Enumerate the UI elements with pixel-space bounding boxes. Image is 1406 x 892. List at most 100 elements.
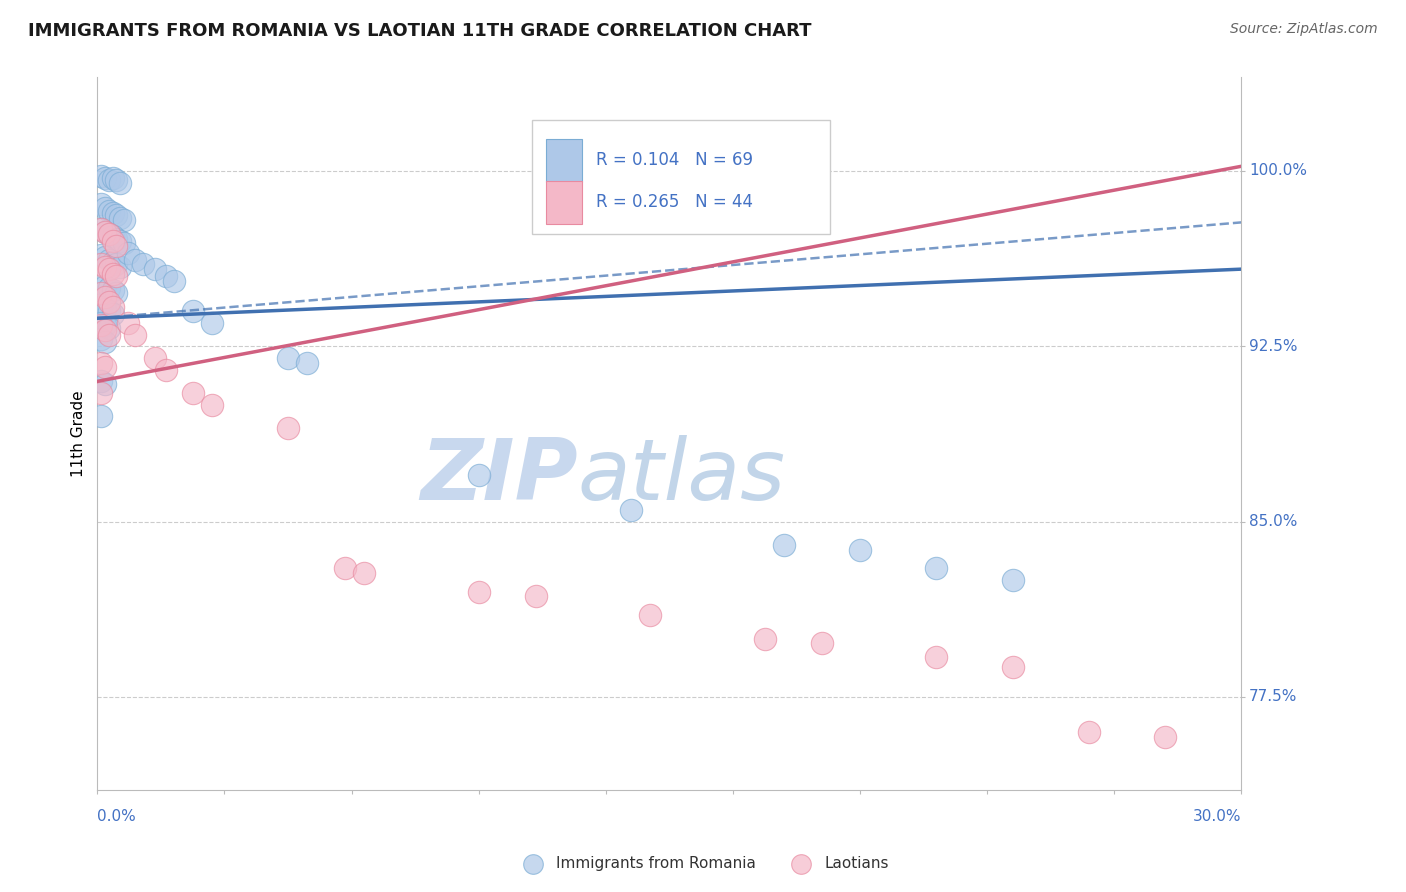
Point — [110, 176, 132, 190]
Point — [94, 251, 117, 265]
Point — [101, 234, 124, 248]
Point — [112, 213, 135, 227]
Point — [110, 234, 132, 248]
Point — [94, 360, 117, 375]
Point — [94, 290, 117, 304]
Point — [90, 318, 112, 333]
Point — [124, 327, 146, 342]
Point — [90, 248, 112, 262]
Point — [97, 203, 120, 218]
Point — [117, 316, 139, 330]
Point — [132, 257, 155, 271]
Point — [110, 260, 132, 274]
Point — [94, 318, 117, 333]
Point — [105, 232, 128, 246]
Point — [97, 327, 120, 342]
Text: 0.0%: 0.0% — [97, 809, 136, 824]
Text: IMMIGRANTS FROM ROMANIA VS LAOTIAN 11TH GRADE CORRELATION CHART: IMMIGRANTS FROM ROMANIA VS LAOTIAN 11TH … — [28, 22, 811, 40]
Point — [105, 208, 128, 222]
Point — [811, 636, 834, 650]
Point — [1001, 573, 1024, 587]
Text: R = 0.104   N = 69: R = 0.104 N = 69 — [596, 151, 754, 169]
Point — [94, 301, 117, 316]
Point — [1001, 659, 1024, 673]
Point — [467, 467, 489, 482]
Point — [90, 409, 112, 424]
Point — [1077, 725, 1099, 739]
Text: 100.0%: 100.0% — [1249, 163, 1308, 178]
Text: 92.5%: 92.5% — [1249, 339, 1298, 354]
Point — [94, 323, 117, 337]
Point — [1154, 730, 1177, 744]
Point — [277, 421, 299, 435]
Point — [524, 590, 547, 604]
Point — [754, 632, 776, 646]
Point — [105, 285, 128, 300]
Point — [295, 356, 318, 370]
Legend: Immigrants from Romania, Laotians: Immigrants from Romania, Laotians — [512, 850, 894, 877]
Point — [101, 267, 124, 281]
Point — [97, 173, 120, 187]
Point — [101, 283, 124, 297]
Point — [101, 307, 124, 321]
Point — [105, 173, 128, 187]
Point — [849, 542, 872, 557]
Point — [97, 227, 120, 241]
Point — [620, 503, 643, 517]
Point — [90, 276, 112, 290]
Point — [640, 608, 662, 623]
Text: ZIP: ZIP — [420, 435, 578, 518]
Point — [181, 386, 204, 401]
Point — [143, 262, 166, 277]
Point — [97, 227, 120, 241]
Point — [353, 566, 375, 580]
Point — [201, 398, 224, 412]
Point — [97, 304, 120, 318]
Text: 85.0%: 85.0% — [1249, 514, 1298, 529]
Point — [94, 334, 117, 349]
Point — [90, 332, 112, 346]
Point — [101, 300, 124, 314]
Y-axis label: 11th Grade: 11th Grade — [72, 391, 86, 477]
Point — [112, 236, 135, 251]
Point — [101, 229, 124, 244]
Point — [94, 260, 117, 274]
FancyBboxPatch shape — [546, 139, 582, 182]
Point — [105, 239, 128, 253]
Point — [201, 316, 224, 330]
Point — [97, 262, 120, 277]
Point — [105, 257, 128, 271]
Text: 77.5%: 77.5% — [1249, 690, 1298, 705]
Point — [155, 362, 177, 376]
Text: atlas: atlas — [578, 435, 786, 518]
Text: 30.0%: 30.0% — [1192, 809, 1241, 824]
Point — [90, 196, 112, 211]
Point — [90, 222, 112, 236]
Text: Source: ZipAtlas.com: Source: ZipAtlas.com — [1230, 22, 1378, 37]
Point — [467, 584, 489, 599]
FancyBboxPatch shape — [546, 181, 582, 224]
Point — [925, 650, 948, 665]
Point — [143, 351, 166, 365]
Point — [90, 375, 112, 389]
Point — [101, 255, 124, 269]
Point — [97, 320, 120, 334]
Point — [101, 206, 124, 220]
Point — [90, 169, 112, 183]
Point — [97, 252, 120, 267]
Point — [94, 171, 117, 186]
Point — [90, 386, 112, 401]
Point — [925, 561, 948, 575]
Point — [772, 538, 794, 552]
Point — [90, 222, 112, 236]
Point — [105, 269, 128, 284]
Point — [94, 278, 117, 293]
Point — [90, 285, 112, 300]
Point — [97, 294, 120, 309]
Point — [97, 281, 120, 295]
Point — [90, 316, 112, 330]
Point — [335, 561, 357, 575]
Point — [94, 376, 117, 391]
Point — [124, 252, 146, 267]
Point — [110, 211, 132, 225]
